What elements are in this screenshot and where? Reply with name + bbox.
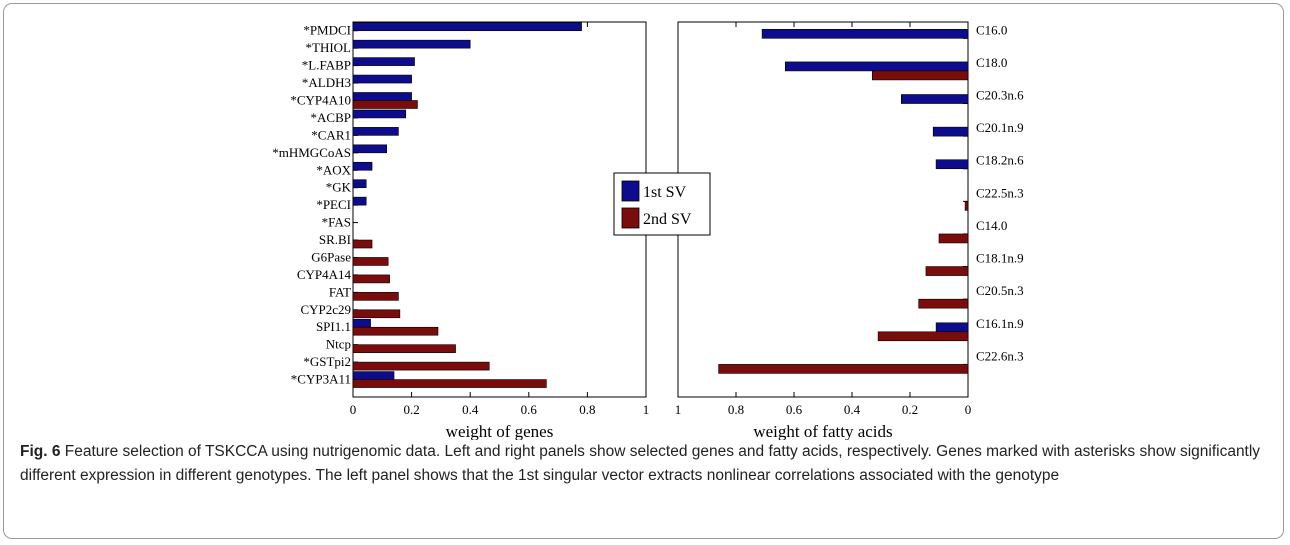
bar-1st-sv-car1 — [352, 127, 399, 136]
bar-2nd-sv-fat — [352, 292, 399, 301]
category-label-acbp: *ACBP — [311, 110, 351, 125]
bar-1st-sv-mhmgcoas — [352, 144, 387, 154]
category-label-peci: *PECI — [316, 197, 351, 212]
bar-2nd-sv-cyp2c29 — [352, 309, 401, 319]
caption-label: Fig. 6 — [20, 443, 61, 460]
bar-1st-sv-peci — [352, 196, 367, 206]
category-label-mhmgcoas: *mHMGCoAS — [272, 145, 351, 160]
bar-2nd-sv-ntcp — [352, 344, 456, 353]
x-tick-label: 0.8 — [728, 402, 744, 417]
bar-2nd-sv-g6pase — [352, 257, 389, 266]
x-tick-label: 0.4 — [844, 402, 861, 417]
category-label-c18-1n-9: C18.1n.9 — [976, 251, 1024, 266]
bar-2nd-sv-sr-bi — [352, 239, 373, 249]
bar-1st-sv-gk — [352, 179, 367, 188]
category-label-sr-bi: SR.BI — [319, 232, 351, 247]
bar-2nd-sv-c22-6n-3 — [718, 364, 969, 374]
bar-1st-sv-aox — [352, 161, 373, 171]
x-tick-label: 0 — [965, 402, 972, 417]
bar-2nd-sv-cyp4a10 — [352, 100, 418, 109]
category-label-ntcp: Ntcp — [326, 337, 351, 352]
x-tick-label: 0.4 — [462, 402, 479, 417]
category-label-c14-0: C14.0 — [976, 218, 1007, 233]
category-label-spi1-1: SPI1.1 — [316, 319, 351, 334]
bar-1st-sv-acbp — [352, 109, 407, 119]
legend-label-1st-sv: 1st SV — [643, 184, 687, 201]
bar-2nd-sv-c22-5n-3 — [964, 201, 969, 211]
bar-1st-sv-spi1-1 — [352, 318, 371, 328]
bar-1st-sv-c20-3n-6 — [900, 94, 969, 104]
category-label-c16-0: C16.0 — [976, 22, 1007, 37]
category-label-gk: *GK — [326, 180, 352, 195]
x-tick-label: 0 — [350, 402, 357, 417]
caption-text: Feature selection of TSKCCA using nutrig… — [20, 443, 1261, 484]
x-axis-label: weight of genes — [446, 422, 554, 440]
category-label-g6pase: G6Pase — [311, 249, 351, 264]
category-label-fas: *FAS — [322, 215, 351, 230]
category-label-cyp3a11: *CYP3A11 — [291, 372, 351, 387]
category-label-c20-5n-3: C20.5n.3 — [976, 283, 1024, 298]
category-label-fat: FAT — [329, 284, 351, 299]
bar-1st-sv-c20-1n-9 — [932, 126, 969, 137]
category-label-thiol: *THIOL — [306, 40, 352, 55]
category-label-cyp4a14: CYP4A14 — [297, 267, 352, 282]
legend-swatch-2nd-sv — [621, 207, 640, 229]
category-label-c20-1n-9: C20.1n.9 — [976, 120, 1024, 135]
figure-caption: Fig. 6 Feature selection of TSKCCA using… — [20, 440, 1265, 488]
bar-1st-sv-thiol — [352, 39, 471, 49]
bar-2nd-sv-spi1-1 — [352, 326, 439, 336]
x-tick-label: 0.2 — [403, 402, 419, 417]
x-tick-label: 1 — [675, 402, 682, 417]
category-label-c16-1n-9: C16.1n.9 — [976, 316, 1024, 331]
bar-2nd-sv-c18-1n-9 — [925, 266, 969, 276]
left-chart-panel: 0 0.2 0.4 0.6 0.8 1 weight of genes *PMDCI *THIO… — [272, 21, 650, 440]
bar-2nd-sv-c14-0 — [938, 233, 969, 244]
bar-1st-sv-l-fabp — [352, 57, 415, 66]
bar-2nd-sv-c18-0 — [871, 70, 969, 81]
legend-swatch-1st-sv — [621, 180, 640, 202]
bar-1st-sv-c16-1n-9 — [935, 322, 969, 333]
bar-1st-sv-pmdci — [352, 22, 582, 32]
x-tick-label: 0.6 — [786, 402, 803, 417]
bar-2nd-sv-cyp4a14 — [352, 274, 390, 284]
category-label-c22-6n-3: C22.6n.3 — [976, 348, 1024, 363]
category-label-car1: *CAR1 — [311, 127, 351, 142]
x-tick-label: 0.8 — [579, 402, 595, 417]
bar-1st-sv-cyp4a10 — [352, 92, 412, 101]
right-chart-panel: 1 0.8 0.6 0.4 0.2 0 weight of fatty acids C16.0… — [675, 21, 1024, 440]
x-axis-label: weight of fatty acids — [753, 422, 892, 440]
bar-1st-sv-c16-0 — [761, 29, 969, 39]
chart-legend: 1st SV 2nd SV — [613, 172, 711, 236]
bar-2nd-sv-gstpi2 — [352, 361, 490, 371]
x-tick-label: 0.6 — [521, 402, 538, 417]
x-tick-label: 0.2 — [902, 402, 918, 417]
bar-2nd-sv-c16-1n-9 — [877, 331, 969, 342]
category-label-cyp2c29: CYP2c29 — [300, 302, 351, 317]
bar-1st-sv-cyp3a11 — [352, 371, 395, 380]
figure-svg: 0 0.2 0.4 0.6 0.8 1 weight of genes *PMDCI *THIO… — [272, 21, 1024, 440]
legend-label-2nd-sv: 2nd SV — [643, 211, 692, 228]
bar-1st-sv-aldh3 — [352, 74, 412, 84]
category-label-c20-3n-6: C20.3n.6 — [976, 88, 1024, 103]
bar-1st-sv-c18-2n-6 — [935, 159, 969, 170]
bar-2nd-sv-cyp3a11 — [352, 379, 547, 388]
figure-frame — [3, 3, 1284, 539]
bar-1st-sv-c18-0 — [784, 61, 969, 72]
category-label-cyp4a10: *CYP4A10 — [290, 92, 351, 107]
bar-2nd-sv-c20-5n-3 — [918, 298, 969, 309]
category-label-c18-0: C18.0 — [976, 55, 1007, 70]
category-label-c18-2n-6: C18.2n.6 — [976, 153, 1024, 168]
category-label-l-fabp: *L.FABP — [302, 58, 351, 73]
category-label-aldh3: *ALDH3 — [302, 75, 351, 90]
x-tick-label: 1 — [643, 402, 650, 417]
category-label-aox: *AOX — [316, 162, 351, 177]
category-label-c22-5n-3: C22.5n.3 — [976, 185, 1024, 200]
category-label-pmdci: *PMDCI — [303, 23, 351, 38]
category-label-gstpi2: *GSTpi2 — [303, 354, 351, 369]
